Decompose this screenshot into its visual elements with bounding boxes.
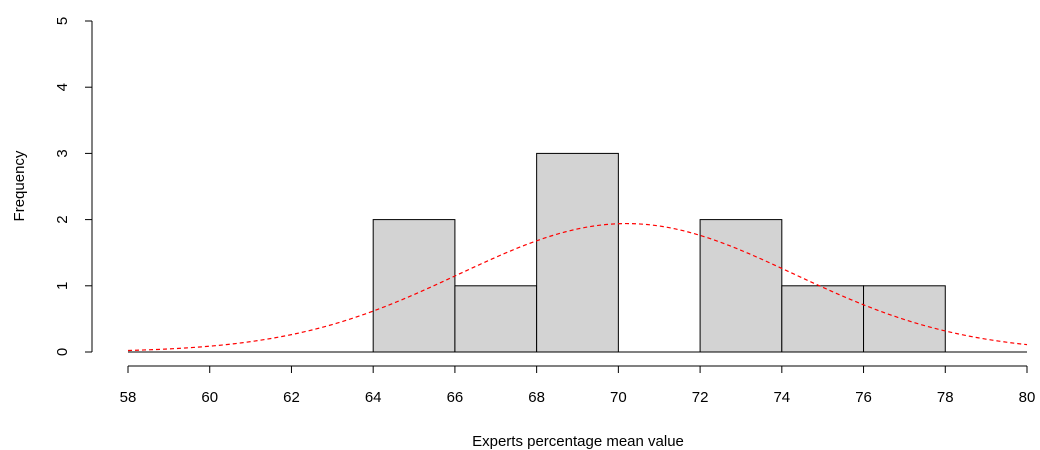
x-tick-label: 68 bbox=[528, 389, 545, 406]
x-tick-label: 76 bbox=[855, 389, 872, 406]
x-tick-label: 70 bbox=[610, 389, 627, 406]
y-tick-label: 5 bbox=[54, 17, 71, 25]
y-tick-label: 4 bbox=[54, 83, 71, 91]
y-tick-label: 2 bbox=[54, 215, 71, 223]
x-axis: 58 60 62 64 66 68 70 72 74 76 78 80 bbox=[120, 365, 1036, 406]
y-tick-label: 0 bbox=[54, 348, 71, 356]
x-tick-label: 80 bbox=[1019, 389, 1036, 406]
x-tick-label: 72 bbox=[692, 389, 709, 406]
x-tick-label: 58 bbox=[120, 389, 137, 406]
x-tick-label: 66 bbox=[447, 389, 464, 406]
y-tick-label: 3 bbox=[54, 149, 71, 157]
x-axis-title: Experts percentage mean value bbox=[472, 433, 684, 450]
y-tick-label: 1 bbox=[54, 282, 71, 290]
x-ticks: 58 60 62 64 66 68 70 72 74 76 78 80 bbox=[120, 366, 1036, 406]
normal-curve bbox=[127, 222, 1028, 352]
y-axis: 0 1 2 3 4 5 bbox=[54, 17, 93, 356]
histogram-bar bbox=[699, 219, 783, 353]
y-ticks: 0 1 2 3 4 5 bbox=[54, 17, 92, 356]
y-axis-title: Frequency bbox=[11, 150, 28, 221]
x-tick-label: 74 bbox=[773, 389, 790, 406]
histogram-bar bbox=[781, 285, 865, 353]
histogram-bar bbox=[863, 285, 946, 353]
x-tick-label: 78 bbox=[937, 389, 954, 406]
histogram-bar bbox=[454, 285, 538, 353]
x-tick-label: 60 bbox=[201, 389, 218, 406]
histogram-bars bbox=[372, 152, 946, 353]
x-tick-label: 62 bbox=[283, 389, 300, 406]
x-tick-label: 64 bbox=[365, 389, 382, 406]
histogram-bar bbox=[372, 219, 456, 353]
histogram-bar bbox=[536, 152, 619, 353]
